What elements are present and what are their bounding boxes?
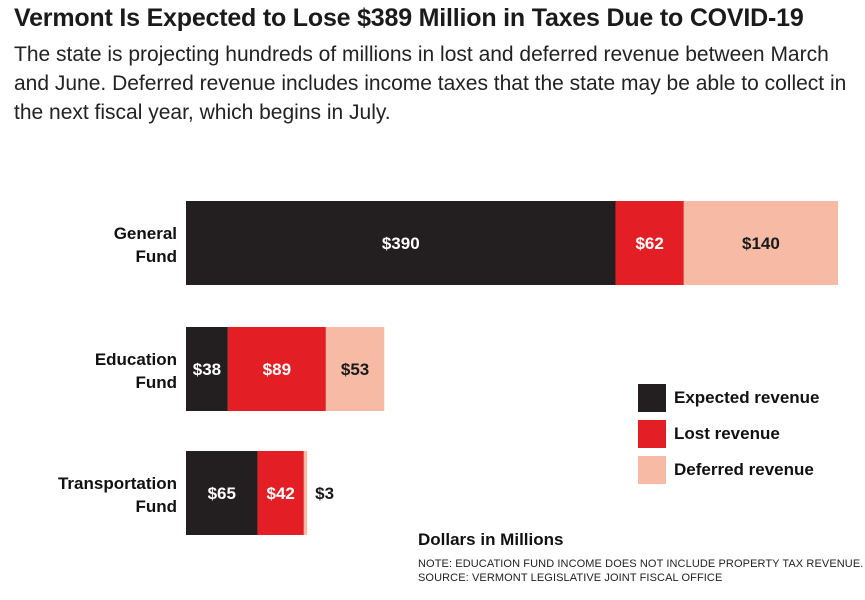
bar-education-fund-lost [227, 327, 326, 411]
bar-general-fund-expected [186, 201, 616, 285]
data-label-general-fund-deferred: $140 [742, 234, 780, 253]
bar-education-fund-expected [186, 327, 228, 411]
legend-swatch-lost [638, 420, 666, 448]
legend-item-lost: Lost revenue [638, 420, 820, 448]
legend: Expected revenue Lost revenue Deferred r… [638, 384, 820, 492]
category-label-general-fund: General Fund [114, 224, 177, 266]
bar-general-fund-lost [615, 201, 684, 285]
source-text: SOURCE: VERMONT LEGISLATIVE JOINT FISCAL… [418, 572, 723, 584]
footnote: NOTE: EDUCATION FUND INCOME DOES NOT INC… [418, 557, 863, 585]
data-label-transportation-fund-expected: $65 [208, 484, 236, 503]
data-label-education-fund-expected: $38 [193, 360, 221, 379]
data-label-education-fund-deferred: $53 [341, 360, 369, 379]
legend-swatch-expected [638, 384, 666, 412]
chart-subtitle: The state is projecting hundreds of mill… [14, 43, 847, 124]
legend-label-lost: Lost revenue [674, 424, 780, 443]
bar-general-fund-deferred [683, 201, 838, 285]
bar-transportation-fund-lost [257, 451, 304, 535]
data-label-general-fund-lost: $62 [635, 234, 663, 253]
legend-swatch-deferred [638, 456, 666, 484]
category-label-transportation-fund: Transportation Fund [58, 474, 177, 516]
legend-label-expected: Expected revenue [674, 388, 820, 407]
data-label-transportation-fund-lost: $42 [267, 484, 295, 503]
units-label: Dollars in Millions [418, 530, 564, 549]
bar-education-fund-deferred [325, 327, 385, 411]
note-text: NOTE: EDUCATION FUND INCOME DOES NOT INC… [418, 558, 864, 570]
bar-transportation-fund-expected [186, 451, 258, 535]
data-label-education-fund-lost: $89 [263, 360, 291, 379]
data-label-transportation-fund-deferred: $3 [315, 484, 334, 503]
legend-item-expected: Expected revenue [638, 384, 820, 412]
chart-title: Vermont Is Expected to Lose $389 Million… [14, 4, 804, 32]
category-label-education-fund: Education Fund [95, 350, 177, 392]
data-label-general-fund-expected: $390 [382, 234, 420, 253]
bar-transportation-fund-deferred [303, 451, 308, 535]
legend-item-deferred: Deferred revenue [638, 456, 820, 484]
legend-label-deferred: Deferred revenue [674, 460, 814, 479]
